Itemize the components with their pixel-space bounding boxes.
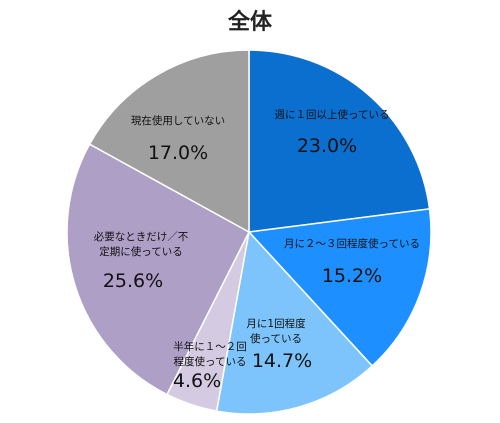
slice-value-label: 25.6% [103,270,163,292]
pie-slice [66,143,250,396]
slice-label: 半年に１～２回程度使っている [173,340,247,368]
pie-slice [88,49,250,234]
pie-slice [247,208,432,367]
slice-value-label: 15.2% [322,265,382,287]
chart-title: 全体 [227,10,272,35]
slice-label: 月に２～３回程度使っている [284,237,420,250]
slice-label: 週に１回以上使っている [275,108,390,121]
slice-value-label: 4.6% [173,370,221,392]
pie-slice [215,230,374,415]
slice-label: 必要なときだけ／不定期に使っている [94,230,189,258]
pie-slice [248,49,431,233]
slice-label: 月に1回程度使っている [246,317,306,345]
slice-value-label: 23.0% [297,135,357,157]
slice-value-label: 14.7% [252,350,312,372]
slice-label: 現在使用していない [131,114,225,127]
slice-value-label: 17.0% [148,142,208,164]
